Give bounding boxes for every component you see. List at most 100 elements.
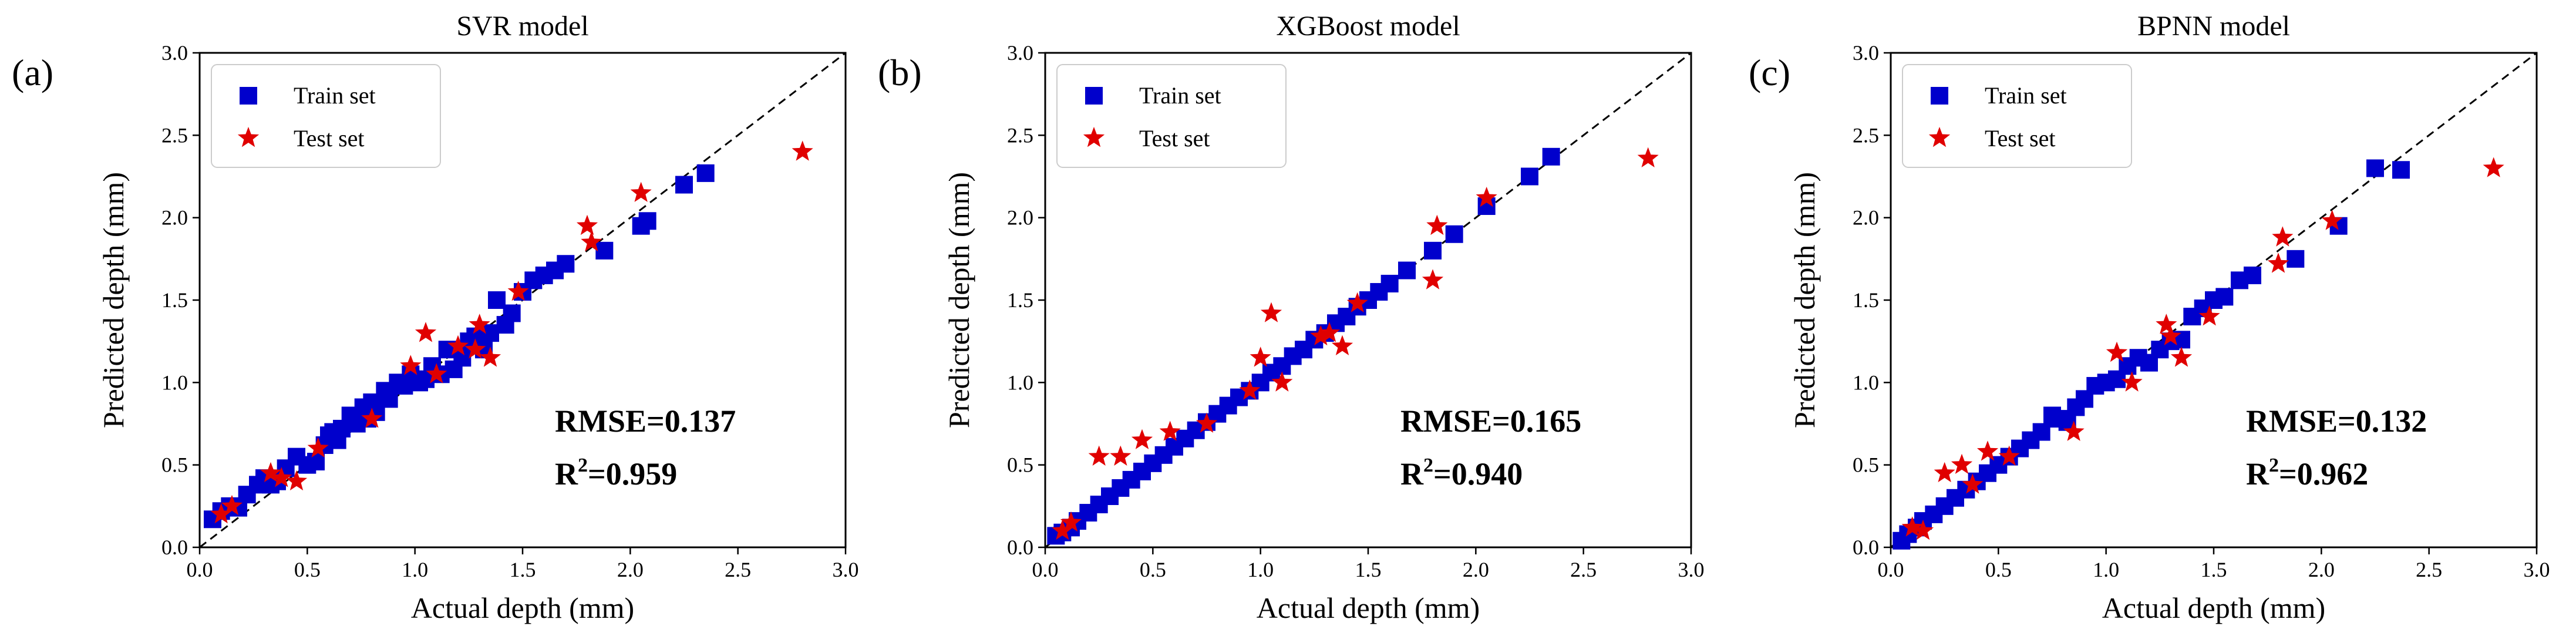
panel-label: (c) [1749, 52, 1790, 93]
test-point [426, 363, 447, 383]
y-axis-label: Predicted depth (mm) [1788, 172, 1821, 428]
test-point [1951, 453, 1973, 474]
rmse-annotation: RMSE=0.132 [2246, 403, 2427, 439]
x-tick-label: 1.0 [402, 558, 428, 581]
chart-title: BPNN model [2137, 11, 2290, 42]
test-point [447, 335, 469, 355]
x-tick-label: 1.5 [510, 558, 536, 581]
y-tick-label: 1.5 [1007, 288, 1033, 312]
test-point [1052, 519, 1073, 540]
x-tick-label: 0.5 [1985, 558, 2012, 581]
test-point [2156, 314, 2177, 334]
legend-test-label: Test set [294, 125, 365, 152]
x-tick-label: 3.0 [2524, 558, 2550, 581]
x-tick-label: 1.5 [1355, 558, 1382, 581]
x-tick-label: 2.0 [1463, 558, 1489, 581]
test-point [1901, 516, 1923, 537]
test-point [1310, 325, 1332, 346]
train-point [503, 304, 521, 322]
test-point [361, 408, 383, 428]
test-point [1196, 412, 1218, 433]
x-tick-label: 2.0 [2308, 558, 2335, 581]
test-point [1976, 440, 1999, 461]
legend-test-marker [1083, 127, 1105, 147]
train-point [1398, 261, 1416, 280]
x-tick-label: 3.0 [833, 558, 859, 581]
chart-title: XGBoost model [1276, 11, 1460, 42]
test-point [1060, 511, 1082, 532]
y-tick-label: 0.5 [161, 453, 188, 477]
test-point [1962, 473, 1984, 494]
x-tick-label: 2.5 [2416, 558, 2442, 581]
y-tick-label: 2.5 [1007, 123, 1033, 147]
test-point [1998, 445, 2020, 466]
y-axis-label: Predicted depth (mm) [942, 172, 975, 428]
x-tick-label: 0.5 [294, 558, 321, 581]
test-point [2106, 341, 2128, 362]
test-point [1239, 379, 1261, 400]
y-tick-label: 2.0 [161, 206, 188, 230]
y-tick-label: 0.5 [1007, 453, 1033, 477]
test-point [271, 467, 292, 487]
test-point [792, 140, 813, 161]
test-point [1426, 214, 1448, 235]
test-point [285, 470, 308, 491]
x-axis-label: Actual depth (mm) [411, 591, 634, 624]
train-point [307, 453, 325, 471]
test-point [1912, 519, 1934, 540]
train-point [1521, 167, 1538, 186]
train-point [557, 255, 575, 273]
train-point [1424, 241, 1442, 260]
y-tick-label: 3.0 [161, 41, 188, 65]
y-tick-label: 1.5 [1853, 288, 1879, 312]
x-tick-label: 1.5 [2201, 558, 2227, 581]
test-point [260, 462, 282, 483]
test-point [2483, 157, 2504, 177]
x-tick-label: 2.5 [725, 558, 751, 581]
y-axis-label: Predicted depth (mm) [97, 172, 130, 428]
test-point [1250, 346, 1271, 367]
y-tick-label: 3.0 [1853, 41, 1879, 65]
panel-label: (a) [12, 52, 53, 93]
test-point [400, 355, 422, 375]
train-point [595, 241, 614, 260]
test-point [210, 503, 232, 524]
test-point [415, 322, 437, 342]
x-tick-label: 0.0 [1032, 558, 1059, 581]
test-point [1422, 269, 1444, 290]
train-point [696, 164, 715, 182]
test-point [1131, 429, 1153, 449]
legend-train-label: Train set [1139, 82, 1221, 109]
chart-panel-3: (c) BPNN model 0.00.0 0.5 0.5 1.0 1.0 1.5 1.5 2.0… [1749, 11, 2550, 624]
x-tick-label: 3.0 [1678, 558, 1705, 581]
train-point [1380, 274, 1399, 292]
train-point [1542, 147, 1560, 166]
x-axis-label: Actual depth (mm) [1257, 591, 1480, 624]
x-tick-label: 2.0 [617, 558, 644, 581]
y-tick-label: 3.0 [1007, 41, 1033, 65]
y-tick-label: 1.0 [1007, 371, 1033, 394]
test-point [507, 281, 529, 301]
test-point [1271, 371, 1293, 392]
test-point [469, 314, 490, 334]
test-point [1934, 462, 1955, 483]
y-tick-label: 1.0 [161, 371, 188, 394]
test-point [581, 231, 602, 252]
test-point [1159, 420, 1181, 441]
legend-box [1056, 64, 1287, 168]
rmse-annotation: RMSE=0.165 [1400, 403, 1581, 439]
test-point [1476, 187, 1497, 207]
test-point [2160, 325, 2181, 346]
legend-test-label: Test set [1985, 125, 2056, 152]
y-tick-label: 0.0 [161, 536, 188, 559]
test-point [2198, 305, 2220, 326]
y-tick-label: 2.5 [1853, 123, 1879, 147]
legend-test-label: Test set [1139, 125, 1210, 152]
r2-annotation: R2=0.962 [2246, 455, 2368, 492]
x-tick-label: 1.0 [2093, 558, 2119, 581]
test-point [1260, 302, 1282, 322]
legend-box [1902, 64, 2132, 168]
panel-label: (b) [878, 52, 922, 93]
train-point [2287, 250, 2305, 268]
train-point [2215, 288, 2234, 306]
